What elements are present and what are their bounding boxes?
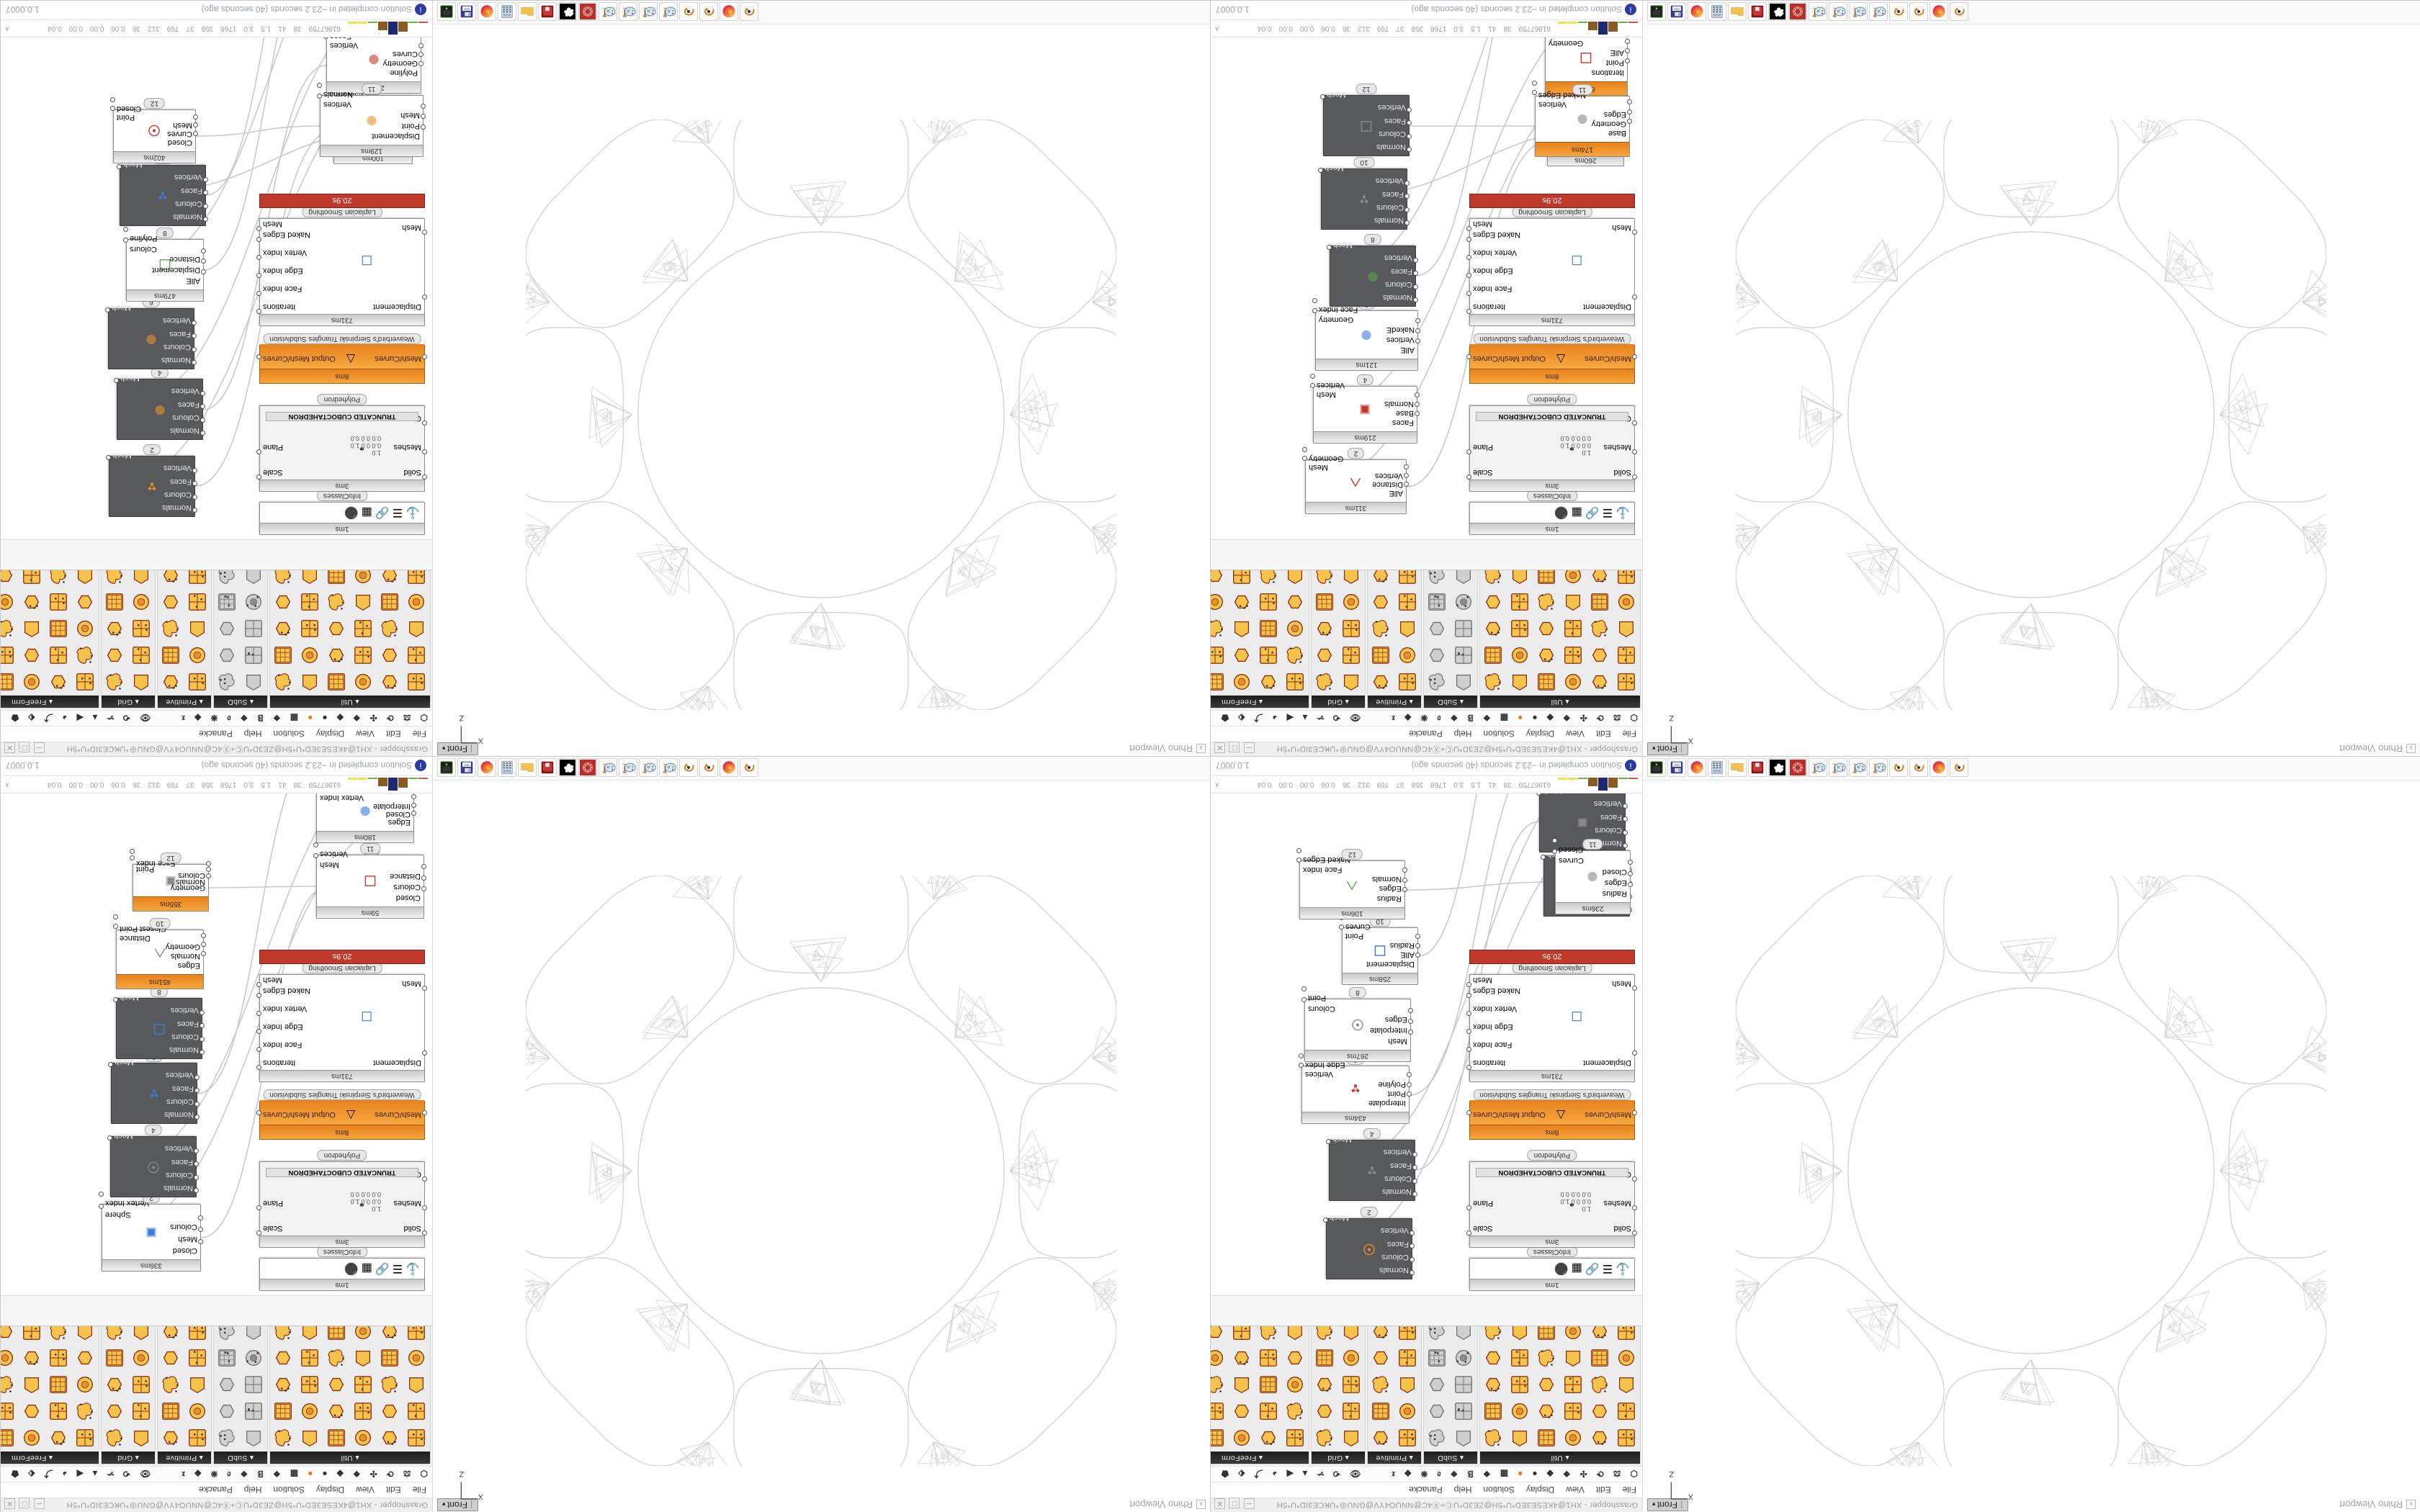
svg-text:X: X — [1688, 737, 1693, 745]
svg-text:X: X — [478, 737, 483, 745]
svg-text:X: X — [478, 1493, 483, 1501]
svg-text:X: X — [1688, 1493, 1693, 1501]
